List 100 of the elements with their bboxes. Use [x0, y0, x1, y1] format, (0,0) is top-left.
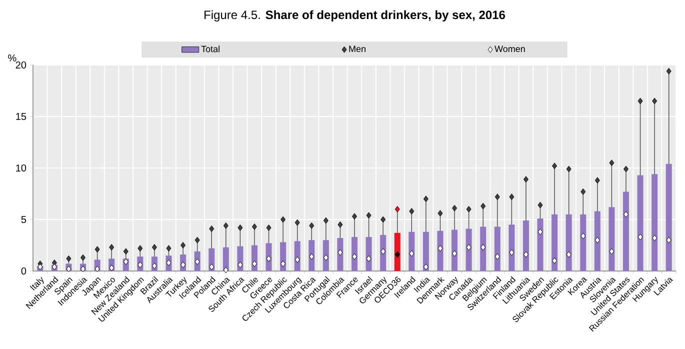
- bar: [552, 214, 558, 271]
- point: [623, 211, 628, 218]
- point: [580, 188, 586, 195]
- bar: [408, 232, 415, 271]
- bar: [494, 226, 500, 271]
- bar: [337, 238, 344, 271]
- point: [123, 248, 128, 255]
- point: [423, 264, 428, 270]
- point: [638, 98, 643, 104]
- point: [494, 194, 500, 200]
- point: [466, 206, 472, 212]
- point: [523, 176, 528, 183]
- bar: [566, 214, 572, 271]
- point: [623, 166, 628, 172]
- y-tick-label: 15: [16, 113, 26, 120]
- point: [152, 244, 157, 251]
- point: [94, 246, 100, 253]
- bar: [537, 218, 544, 271]
- point: [594, 177, 600, 184]
- point: [538, 202, 543, 208]
- y-tick-label: 0: [21, 267, 26, 275]
- point: [194, 258, 200, 265]
- chart-title: Figure 4.5. Share of dependent drinkers, by sex, 2016: [204, 10, 506, 22]
- point: [166, 260, 172, 266]
- point: [94, 266, 100, 272]
- point: [652, 98, 658, 104]
- point: [294, 219, 300, 226]
- point: [380, 216, 386, 223]
- bar: [422, 232, 429, 271]
- point: [194, 236, 200, 244]
- point: [238, 262, 243, 268]
- point: [252, 260, 257, 268]
- point: [180, 242, 186, 248]
- point: [666, 68, 672, 74]
- point: [209, 226, 214, 232]
- point: [323, 254, 328, 261]
- bar: [394, 232, 400, 271]
- bar: [480, 226, 486, 271]
- point: [509, 194, 514, 200]
- point: [338, 249, 343, 256]
- point: [138, 245, 143, 252]
- bar: [666, 164, 672, 271]
- point: [666, 236, 672, 244]
- point: [309, 222, 314, 229]
- legend-label: Men: [349, 46, 366, 52]
- y-axis-title: %: [8, 54, 16, 62]
- point: [66, 255, 72, 262]
- point: [566, 251, 572, 258]
- point: [180, 262, 186, 268]
- point: [223, 266, 228, 274]
- point: [566, 166, 572, 172]
- point: [438, 245, 443, 252]
- point: [166, 245, 172, 252]
- point: [509, 249, 514, 256]
- point: [266, 224, 272, 231]
- point: [538, 228, 543, 236]
- point: [252, 223, 257, 230]
- point: [266, 255, 272, 262]
- point: [580, 232, 586, 240]
- point: [280, 260, 286, 268]
- point: [352, 213, 358, 220]
- point: [438, 210, 443, 217]
- point: [338, 221, 343, 228]
- point: [80, 254, 86, 261]
- bar: [322, 240, 329, 271]
- point: [452, 204, 458, 212]
- y-tick-label: 5: [21, 216, 26, 223]
- point: [466, 244, 472, 251]
- bar: [608, 207, 615, 271]
- point: [494, 253, 500, 260]
- point: [323, 217, 328, 224]
- point: [652, 234, 658, 242]
- point: [394, 206, 400, 212]
- point: [138, 262, 143, 268]
- point: [152, 262, 157, 270]
- bar: [508, 224, 515, 271]
- y-tick-label: 20: [16, 61, 26, 69]
- point: [380, 248, 386, 255]
- point: [480, 202, 486, 210]
- point: [609, 160, 614, 166]
- point: [409, 250, 414, 257]
- bar: [652, 174, 658, 271]
- point: [552, 257, 558, 264]
- point: [552, 162, 558, 170]
- point: [366, 255, 372, 262]
- point: [280, 216, 286, 223]
- point: [638, 234, 643, 240]
- point: [109, 264, 114, 272]
- point: [209, 264, 214, 270]
- bar: [437, 230, 444, 271]
- bar: [352, 237, 358, 271]
- bar: [522, 220, 529, 271]
- point: [409, 208, 414, 215]
- point: [294, 256, 300, 263]
- point: [238, 224, 243, 231]
- point: [309, 253, 314, 260]
- point: [394, 251, 400, 258]
- point: [366, 212, 372, 219]
- bar: [637, 175, 644, 271]
- bar: [622, 192, 629, 271]
